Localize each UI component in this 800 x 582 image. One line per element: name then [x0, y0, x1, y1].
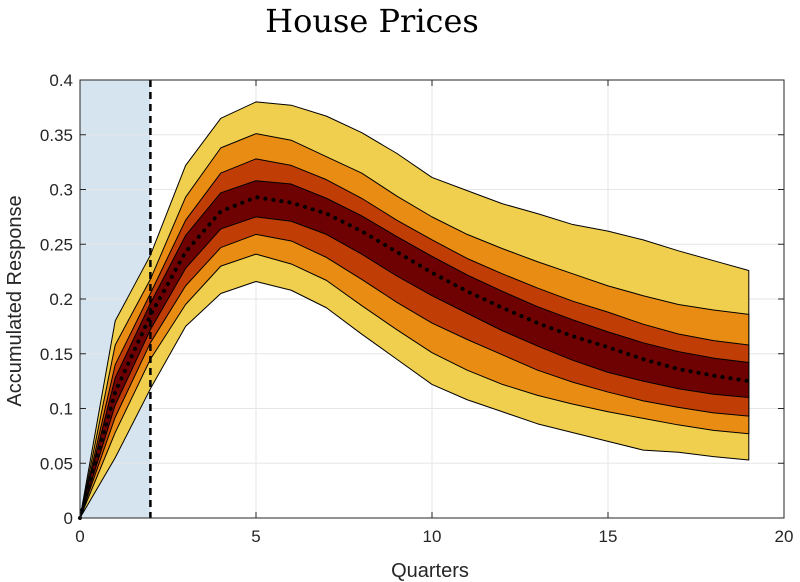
median-line: [78, 195, 751, 520]
y-tick-label-4: 0.2: [49, 290, 73, 309]
x-tick-label-0: 0: [75, 527, 84, 546]
x-tick-label-2: 10: [423, 527, 442, 546]
x-tick-label-3: 15: [599, 527, 618, 546]
y-tick-label-7: 0.35: [40, 126, 73, 145]
y-tick-label-5: 0.25: [40, 235, 73, 254]
y-tick-label-8: 0.4: [49, 71, 73, 90]
x-tick-label-4: 20: [775, 527, 794, 546]
y-tick-label-3: 0.15: [40, 345, 73, 364]
chart-title: House Prices: [265, 2, 479, 40]
y-tick-label-2: 0.1: [49, 400, 73, 419]
y-tick-label-1: 0.05: [40, 454, 73, 473]
band-inner: [79, 180, 750, 519]
x-axis-label: Quarters: [391, 560, 469, 582]
y-tick-label-0: 0: [64, 509, 73, 528]
y-tick-label-6: 0.3: [49, 181, 73, 200]
y-axis-label: Accumulated Response: [4, 195, 26, 406]
plot-area: 0 5 10 15 20 0 0.05 0.1 0.15 0.2 0.25 0.3 0.35 0.4: [40, 71, 794, 546]
x-tick-label-1: 5: [251, 527, 260, 546]
